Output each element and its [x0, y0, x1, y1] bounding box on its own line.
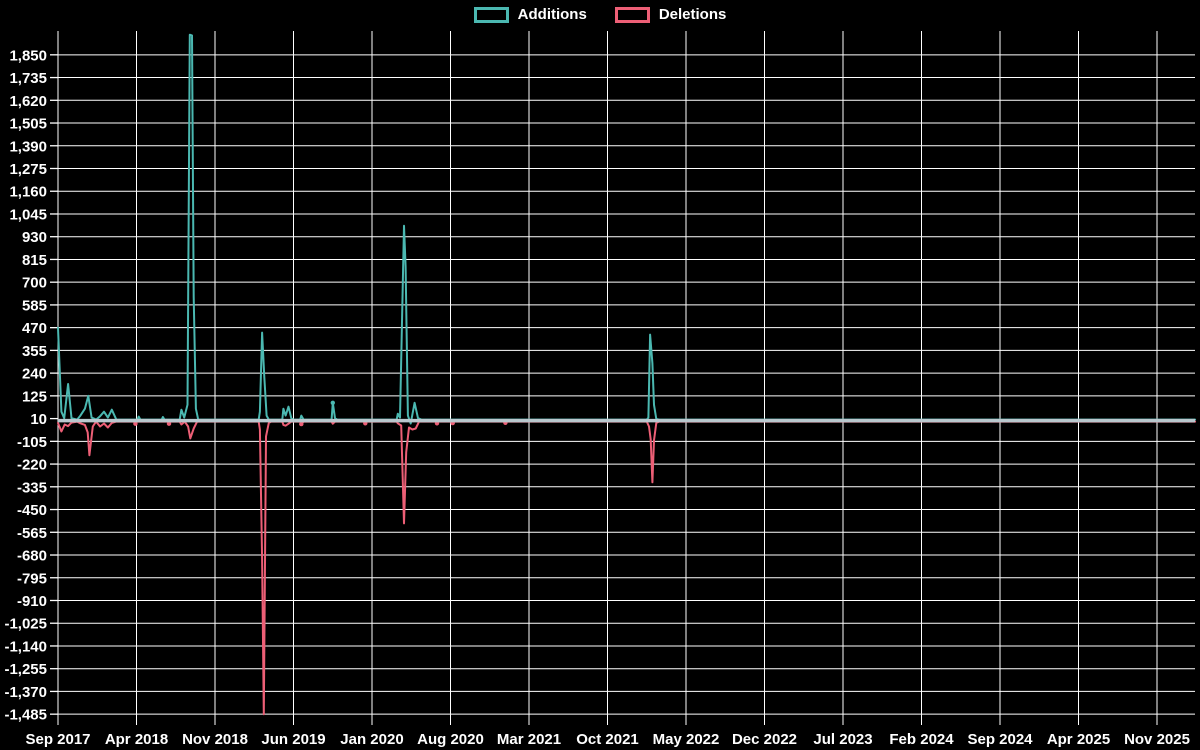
x-tick-label: Jun 2019	[261, 731, 325, 748]
legend-label-deletions: Deletions	[658, 6, 727, 23]
series-deletions-line	[57, 420, 1197, 716]
y-tick-label: 10	[30, 411, 47, 428]
x-tick-label: Dec 2022	[732, 731, 797, 748]
y-tick-label: -680	[17, 548, 47, 565]
y-tick-label: 930	[22, 229, 47, 246]
x-tick-label: Apr 2025	[1047, 731, 1110, 748]
y-tick-label: -565	[17, 525, 47, 542]
y-tick-label: 355	[22, 343, 47, 360]
y-tick-label: 125	[22, 388, 47, 405]
y-tick-label: -1,485	[4, 707, 47, 724]
y-tick-label: 1,620	[9, 93, 47, 110]
x-tick-label: Jul 2023	[813, 731, 872, 748]
series-additions-point-marker	[330, 400, 335, 405]
y-tick-label: 1,275	[9, 161, 47, 178]
x-tick-label: Oct 2021	[576, 731, 639, 748]
y-tick-label: 815	[22, 252, 47, 269]
series-deletions-point-marker	[299, 421, 304, 427]
deletions-swatch-icon	[614, 6, 650, 23]
y-tick-label: 585	[22, 297, 47, 314]
series-deletions-point-marker	[166, 421, 172, 426]
series-additions-line	[57, 33, 1197, 425]
y-tick-label: -1,025	[4, 616, 47, 633]
y-tick-label: -335	[17, 479, 47, 496]
y-tick-label: 700	[22, 275, 47, 292]
series-deletions-point-marker	[133, 421, 138, 426]
y-tick-label: 1,850	[9, 47, 47, 64]
x-tick-label: Jan 2020	[340, 731, 403, 748]
y-tick-label: 1,160	[9, 184, 47, 201]
x-tick-label: Apr 2018	[105, 731, 168, 748]
y-tick-label: -105	[17, 434, 47, 451]
x-tick-label: Mar 2021	[497, 731, 561, 748]
y-tick-label: 1,505	[9, 116, 47, 133]
legend-item-additions[interactable]: Additions	[473, 6, 587, 23]
y-tick-label: 1,390	[9, 138, 47, 155]
y-tick-label: -1,140	[4, 638, 47, 655]
x-tick-label: Feb 2024	[889, 731, 954, 748]
y-tick-label: -220	[17, 457, 47, 474]
x-tick-label: Sep 2024	[967, 731, 1033, 748]
y-tick-label: 240	[22, 366, 47, 383]
y-tick-label: 470	[22, 320, 47, 337]
x-tick-label: Nov 2018	[182, 731, 248, 748]
chart-legend: Additions Deletions	[0, 6, 1200, 23]
y-tick-label: -910	[17, 593, 47, 610]
additions-swatch-icon	[473, 6, 509, 23]
x-tick-label: Sep 2017	[25, 731, 90, 748]
y-tick-label: -450	[17, 502, 47, 519]
y-tick-label: -1,370	[4, 684, 47, 701]
y-tick-label: -1,255	[4, 661, 47, 678]
y-tick-label: 1,045	[9, 206, 47, 223]
x-tick-label: Aug 2020	[417, 731, 484, 748]
y-tick-label: 1,735	[9, 70, 47, 87]
legend-item-deletions[interactable]: Deletions	[614, 6, 727, 23]
x-tick-label: May 2022	[653, 731, 720, 748]
legend-label-additions: Additions	[517, 6, 587, 23]
y-tick-label: -795	[17, 570, 47, 587]
x-tick-label: Nov 2025	[1124, 731, 1190, 748]
